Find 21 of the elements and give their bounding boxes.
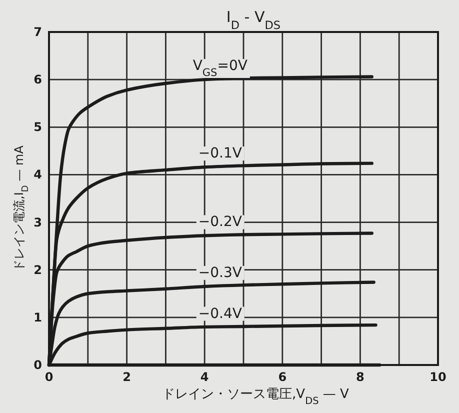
y-tick-label: 7 [34, 25, 42, 39]
y-tick-label: 1 [34, 310, 42, 324]
x-tick-label: 4 [200, 370, 209, 384]
x-axis-title: ドレイン・ソース電圧,V$_{DS}$ — V [162, 387, 350, 406]
series-label: −0.1V [198, 146, 242, 162]
y-tick-label: 4 [34, 168, 42, 182]
y-tick-label: 3 [34, 215, 42, 230]
series-label: −0.3V [198, 264, 242, 281]
x-tick-label: 6 [278, 370, 287, 384]
y-tick-label: 6 [34, 72, 42, 87]
series-label: V$_{GS}$=0V [192, 58, 248, 79]
series-label: −0.2V [198, 214, 242, 230]
y-tick-label: 2 [34, 262, 42, 277]
y-tick-label: 0 [34, 358, 42, 372]
x-tick-label: 8 [356, 370, 364, 384]
y-tick-label: 5 [34, 120, 42, 134]
x-tick-label: 0 [44, 370, 54, 384]
chart-title: I$_{D}$ - V$_{DS}$ [226, 8, 281, 32]
series-label: −0.4V [198, 306, 242, 322]
x-tick-label: 10 [430, 370, 446, 384]
x-tick-label: 2 [122, 370, 131, 384]
